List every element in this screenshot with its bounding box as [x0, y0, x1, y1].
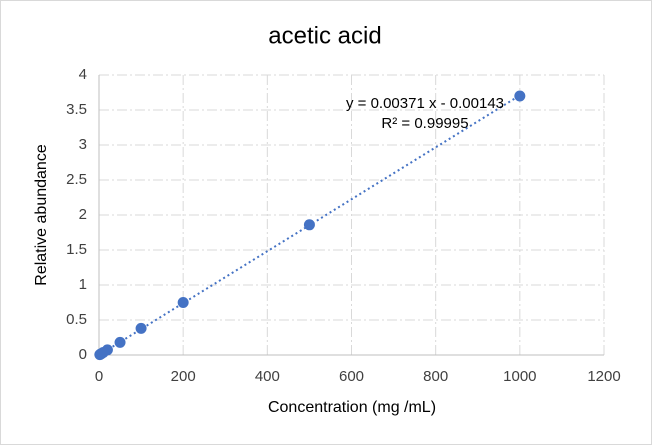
x-tick-label: 800 — [423, 368, 448, 385]
y-tick-label: 3 — [79, 136, 87, 153]
chart-title: acetic acid — [268, 22, 381, 49]
x-tick-label: 0 — [95, 368, 103, 385]
data-point — [177, 297, 189, 308]
y-axis-label: Relative abundance — [33, 144, 50, 286]
x-tick-label: 600 — [339, 368, 364, 385]
data-point — [135, 322, 147, 334]
y-tick-label: 4 — [79, 66, 87, 83]
y-tick-label: 0 — [79, 346, 87, 363]
data-point — [303, 219, 315, 231]
y-tick-label: 1.5 — [66, 241, 87, 258]
data-point — [514, 90, 526, 102]
y-tick-label: 1 — [79, 276, 87, 293]
x-axis-label: Concentration (mg /mL) — [268, 399, 436, 416]
x-tick-label: 400 — [255, 368, 280, 385]
annotation: R² = 0.99995 — [381, 115, 468, 132]
y-tick-label: 2 — [79, 206, 87, 223]
annotation: y = 0.00371 x - 0.00143 — [346, 95, 504, 112]
x-tick-label: 200 — [171, 368, 196, 385]
y-tick-label: 0.5 — [66, 311, 87, 328]
x-tick-label: 1200 — [587, 368, 620, 385]
data-point — [114, 336, 126, 348]
data-point — [101, 344, 113, 356]
x-tick-label: 1000 — [503, 368, 536, 385]
y-tick-label: 2.5 — [66, 171, 87, 188]
y-tick-label: 3.5 — [66, 101, 87, 118]
